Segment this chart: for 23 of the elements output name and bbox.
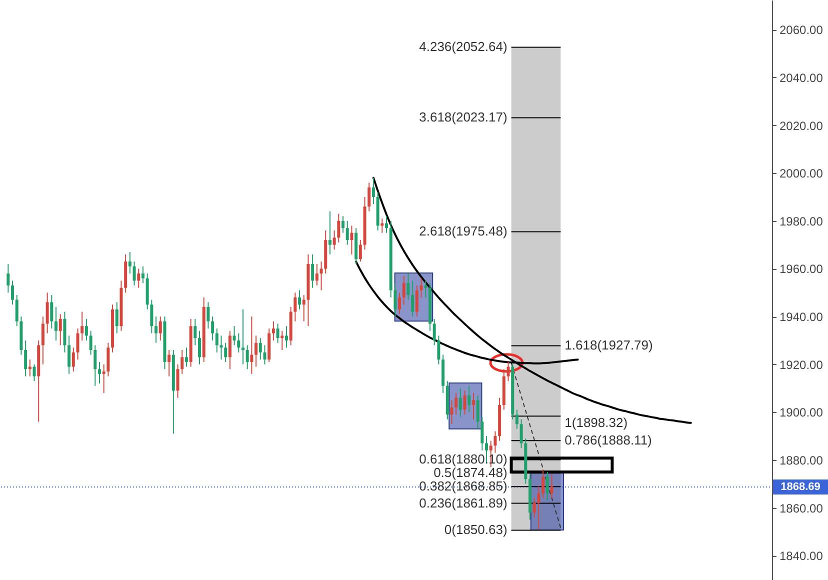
y-tick-label: 1840.00 (780, 549, 824, 564)
y-tick-label: 1920.00 (780, 358, 824, 372)
ref-line-label: 1.618(1927.79) (564, 338, 653, 353)
ref-line-label: 1868.69 (780, 481, 820, 494)
y-tick-label: 2060.00 (780, 23, 824, 38)
ref-line-label: 0.5(1874.48) (434, 465, 508, 480)
ref-line-label: 0.786(1888.11) (564, 432, 652, 448)
ref-line-label: 0.236(1861.89) (419, 495, 508, 510)
ref-line-label: 2.618(1975.48) (419, 224, 508, 239)
y-tick-label: 1860.00 (780, 501, 824, 516)
ref-line-label: 3.618(2023.17) (419, 110, 508, 125)
y-tick-label: 2020.00 (780, 118, 824, 133)
y-tick-label: 1900.00 (780, 406, 824, 420)
y-tick-label: 1940.00 (780, 310, 824, 324)
y-tick-label: 1960.00 (780, 262, 824, 276)
y-tick-label: 2040.00 (780, 70, 824, 85)
y-tick-label: 1980.00 (780, 214, 824, 228)
y-tick-label: 2000.00 (780, 166, 824, 181)
ref-line-label: 0(1850.63) (444, 522, 508, 538)
ref-line-label: 4.236(2052.64) (419, 39, 508, 54)
ref-line-label: 1(1898.32) (564, 415, 628, 430)
ref-line-label: 0.382(1868.85) (419, 478, 508, 494)
y-tick-label: 1880.00 (780, 453, 824, 468)
